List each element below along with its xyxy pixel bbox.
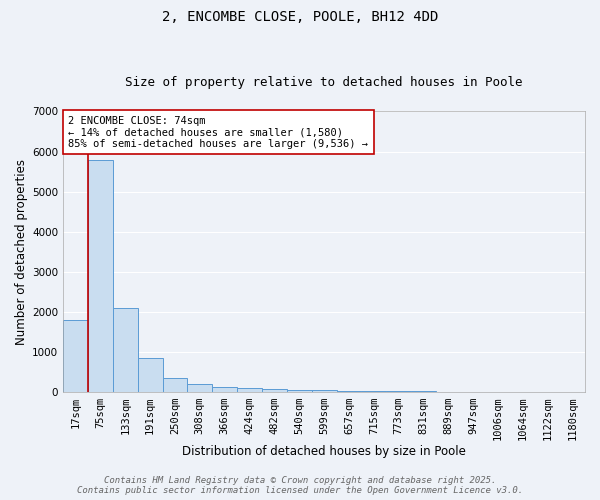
Title: Size of property relative to detached houses in Poole: Size of property relative to detached ho… xyxy=(125,76,523,90)
Text: Contains HM Land Registry data © Crown copyright and database right 2025.
Contai: Contains HM Land Registry data © Crown c… xyxy=(77,476,523,495)
Text: 2, ENCOMBE CLOSE, POOLE, BH12 4DD: 2, ENCOMBE CLOSE, POOLE, BH12 4DD xyxy=(162,10,438,24)
Text: 2 ENCOMBE CLOSE: 74sqm
← 14% of detached houses are smaller (1,580)
85% of semi-: 2 ENCOMBE CLOSE: 74sqm ← 14% of detached… xyxy=(68,116,368,149)
Bar xyxy=(113,308,138,392)
Bar xyxy=(237,388,262,392)
Bar xyxy=(187,384,212,392)
Bar xyxy=(287,390,311,392)
Bar xyxy=(212,387,237,392)
Bar xyxy=(163,378,187,392)
Y-axis label: Number of detached properties: Number of detached properties xyxy=(15,158,28,344)
Bar xyxy=(138,358,163,392)
Bar xyxy=(337,390,361,392)
Bar xyxy=(361,391,386,392)
Bar xyxy=(88,160,113,392)
Bar xyxy=(63,320,88,392)
X-axis label: Distribution of detached houses by size in Poole: Distribution of detached houses by size … xyxy=(182,444,466,458)
Bar xyxy=(311,390,337,392)
Bar xyxy=(262,389,287,392)
